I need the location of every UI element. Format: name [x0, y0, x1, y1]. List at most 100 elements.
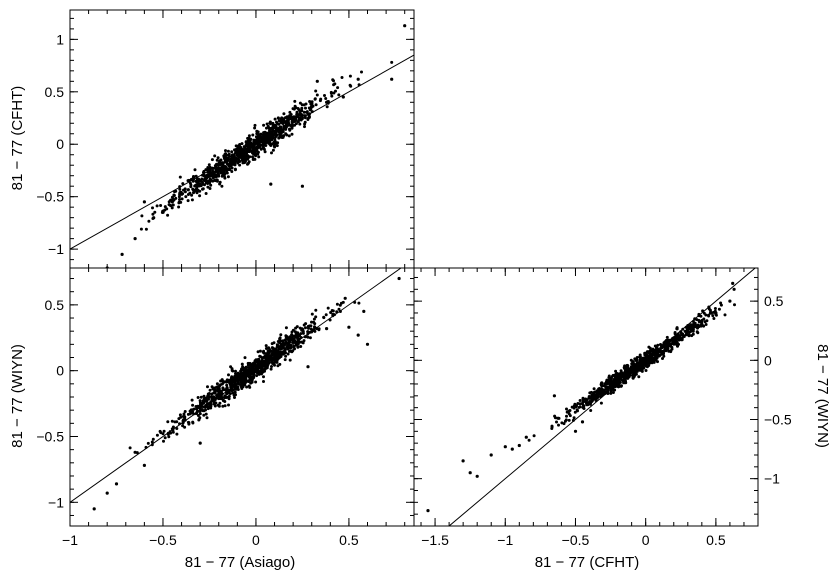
data-point — [216, 171, 220, 175]
y-tick-label: −1 — [48, 241, 64, 257]
data-point — [207, 394, 210, 398]
data-point — [282, 120, 286, 124]
data-point — [218, 395, 222, 398]
data-point — [623, 364, 627, 368]
data-point — [292, 344, 296, 348]
plot-frame — [69, 267, 415, 527]
data-point — [238, 163, 242, 167]
data-point — [685, 327, 689, 331]
data-point — [218, 180, 222, 184]
data-point — [322, 315, 326, 319]
data-point — [293, 123, 297, 127]
data-point — [225, 383, 229, 387]
data-point — [241, 382, 245, 386]
data-point — [186, 412, 190, 416]
data-point — [733, 303, 736, 307]
data-point — [209, 174, 212, 178]
data-point — [603, 382, 607, 386]
data-point — [181, 420, 185, 424]
data-point — [303, 120, 307, 124]
data-point — [233, 383, 237, 387]
data-point — [426, 509, 430, 513]
data-point — [256, 152, 260, 156]
data-point — [253, 359, 257, 363]
data-point — [244, 379, 248, 383]
data-point — [142, 463, 146, 467]
data-point — [637, 375, 641, 379]
data-point — [252, 367, 255, 371]
data-point — [279, 355, 283, 358]
data-point — [236, 151, 240, 155]
data-point — [714, 311, 718, 315]
data-point — [174, 189, 178, 193]
data-point — [159, 431, 163, 435]
data-point — [295, 113, 299, 116]
data-point — [299, 345, 303, 348]
points-group — [426, 281, 736, 513]
data-point — [263, 369, 266, 373]
data-point — [307, 114, 311, 118]
data-point — [353, 300, 357, 304]
data-point — [241, 156, 245, 160]
data-point — [277, 122, 281, 126]
data-point — [231, 391, 235, 395]
data-point — [615, 377, 619, 381]
data-point — [581, 396, 585, 400]
data-point — [166, 213, 170, 217]
x-tick-label: −1 — [497, 532, 513, 548]
data-point — [170, 206, 174, 210]
data-point — [592, 395, 596, 399]
data-point — [323, 94, 326, 97]
data-point — [517, 443, 521, 448]
data-point — [285, 123, 289, 127]
data-point — [272, 357, 276, 361]
data-point — [199, 407, 203, 411]
data-point — [647, 357, 651, 361]
data-point — [267, 137, 271, 141]
x-tick-label: −0.5 — [562, 532, 590, 548]
x-tick-label: −1 — [62, 532, 78, 548]
data-point — [191, 403, 195, 407]
data-point — [171, 430, 175, 434]
data-point — [242, 151, 246, 155]
data-point — [278, 135, 282, 139]
data-point — [227, 373, 230, 377]
data-point — [282, 343, 286, 347]
data-point — [230, 375, 234, 379]
data-point — [302, 110, 306, 114]
data-point — [565, 407, 568, 411]
data-point — [178, 175, 182, 179]
data-point — [580, 420, 585, 424]
data-point — [390, 77, 394, 81]
data-point — [254, 368, 258, 372]
data-point — [227, 403, 230, 407]
data-point — [120, 252, 124, 256]
data-point — [290, 126, 294, 130]
data-point — [189, 185, 193, 189]
data-point — [570, 405, 574, 409]
data-point — [298, 109, 302, 113]
data-point — [264, 362, 268, 366]
data-point — [645, 353, 649, 357]
data-point — [286, 352, 290, 356]
data-point — [194, 174, 198, 178]
data-point — [183, 187, 187, 191]
data-point — [275, 358, 279, 362]
data-point — [270, 342, 274, 346]
data-point — [223, 396, 227, 400]
data-point — [655, 356, 659, 360]
data-point — [207, 163, 211, 167]
data-point — [552, 394, 557, 398]
data-point — [229, 365, 233, 369]
data-point — [262, 359, 266, 363]
data-point — [190, 198, 194, 202]
data-point — [246, 361, 250, 365]
data-point — [169, 431, 173, 435]
data-point — [489, 453, 493, 457]
data-point — [210, 392, 214, 396]
data-point — [307, 106, 311, 110]
data-point — [287, 343, 290, 347]
data-point — [667, 338, 671, 342]
data-point — [397, 276, 401, 281]
data-point — [198, 404, 202, 408]
